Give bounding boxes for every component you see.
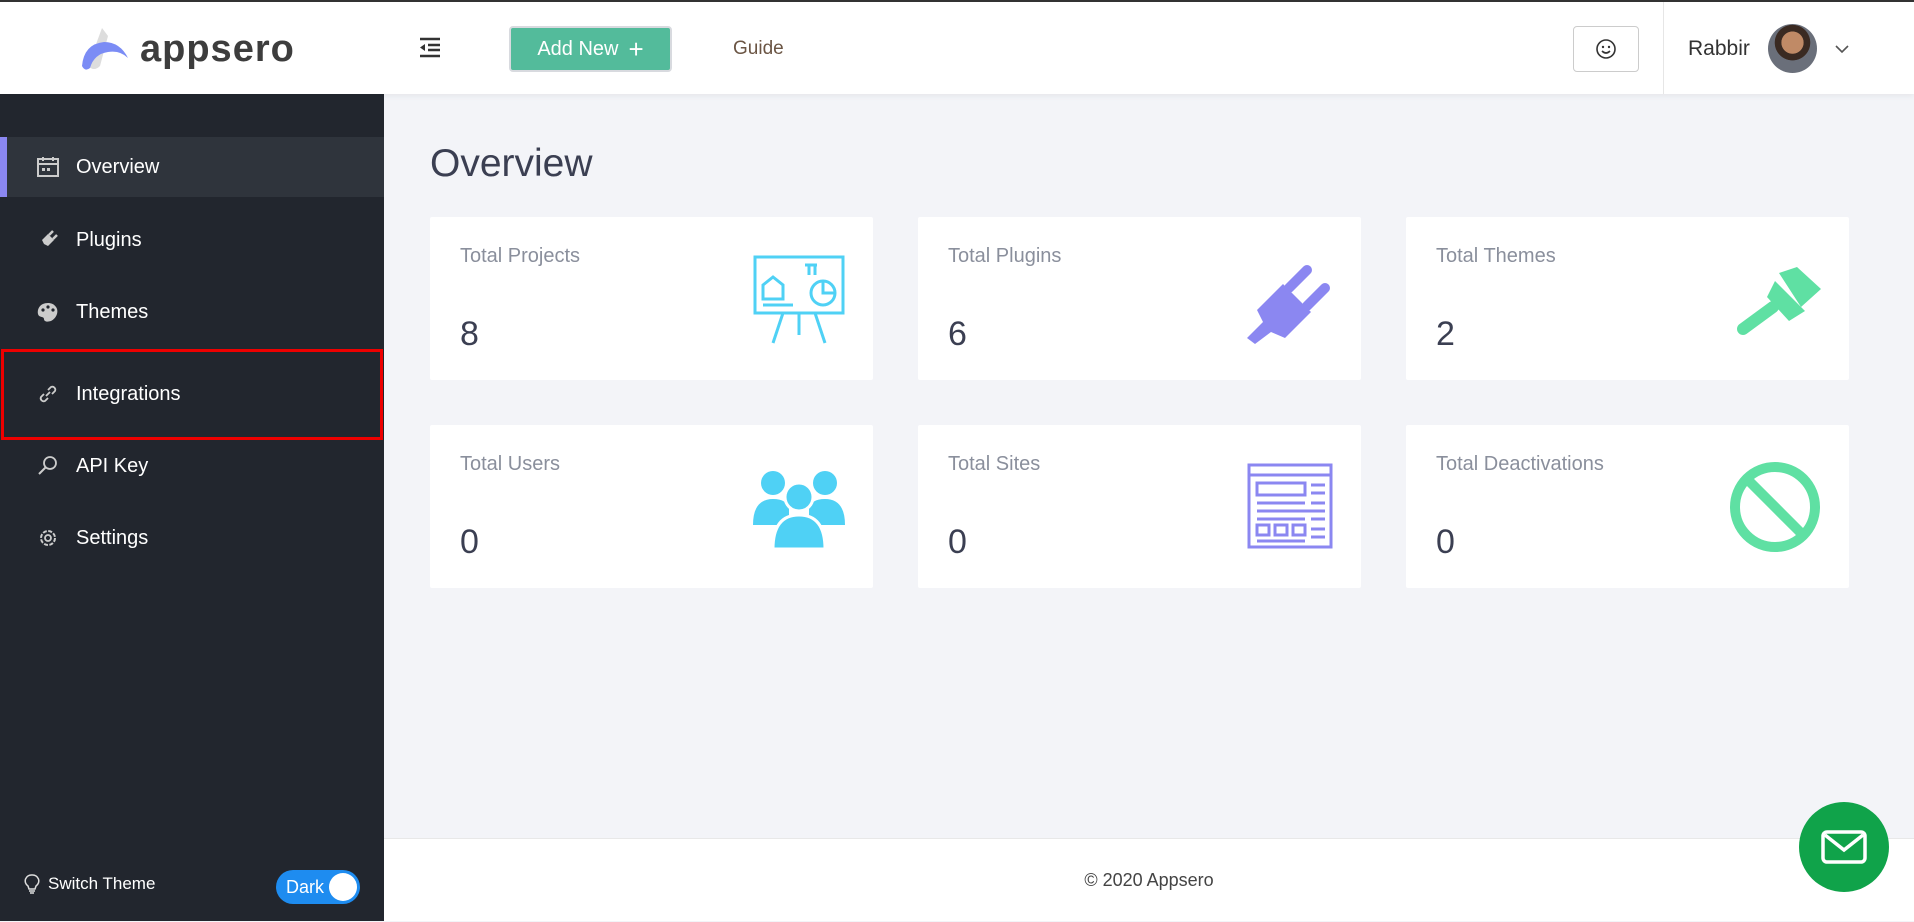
sidebar-item-label: Integrations — [76, 382, 181, 405]
plug-icon — [1247, 265, 1330, 344]
user-menu[interactable]: Rabbir — [1688, 24, 1849, 73]
sidebar-item-settings[interactable]: Settings — [0, 508, 384, 568]
card-value: 8 — [460, 315, 479, 353]
collapse-menu-icon[interactable] — [418, 36, 442, 63]
card-total-projects: Total Projects 8 — [430, 217, 873, 380]
footer: © 2020 Appsero — [384, 838, 1914, 921]
smiley-icon — [1596, 39, 1616, 59]
sidebar-item-label: API Key — [76, 454, 149, 477]
card-label: Total Projects — [460, 245, 581, 267]
switch-theme-label: Switch Theme — [48, 874, 156, 893]
gear-icon — [40, 530, 56, 546]
toggle-knob — [329, 873, 357, 901]
card-label: Total Users — [460, 453, 561, 475]
card-value: 0 — [1436, 523, 1455, 561]
add-new-label: Add New — [537, 37, 619, 60]
card-label: Total Themes — [1436, 245, 1556, 267]
guide-link[interactable]: Guide — [733, 38, 784, 59]
website-layout-icon — [1247, 463, 1333, 549]
sidebar: Overview Plugins Themes Integrations API… — [0, 94, 384, 921]
key-icon — [38, 456, 57, 475]
card-total-users: Total Users 0 — [430, 425, 873, 588]
ban-icon — [1730, 462, 1820, 552]
sidebar-item-label: Plugins — [76, 228, 142, 251]
switch-theme: Switch Theme — [24, 874, 155, 894]
card-total-plugins: Total Plugins 6 — [918, 217, 1361, 380]
chevron-down-icon — [1835, 44, 1849, 53]
card-total-sites: Total Sites 0 — [918, 425, 1361, 588]
toggle-label: Dark — [286, 876, 325, 897]
sidebar-item-label: Themes — [76, 300, 149, 323]
contact-mail-button[interactable] — [1799, 802, 1889, 892]
card-label: Total Plugins — [948, 245, 1062, 267]
avatar — [1767, 24, 1817, 73]
card-value: 0 — [948, 523, 967, 561]
sidebar-item-themes[interactable]: Themes — [0, 282, 384, 342]
sidebar-item-api-key[interactable]: API Key — [0, 436, 384, 496]
page-title: Overview — [430, 142, 593, 185]
top-header: appsero Add New + Guide Rabbir — [0, 2, 1914, 94]
sidebar-item-integrations[interactable]: Integrations — [0, 364, 384, 424]
calendar-icon — [37, 157, 59, 177]
plug-icon — [39, 230, 58, 249]
card-value: 0 — [460, 523, 479, 561]
card-value: 2 — [1436, 315, 1455, 353]
lightbulb-icon — [24, 874, 40, 894]
user-name: Rabbir — [1688, 36, 1750, 60]
logo-text: appsero — [140, 27, 295, 70]
card-total-themes: Total Themes 2 — [1406, 217, 1849, 380]
sidebar-item-label: Overview — [76, 155, 160, 178]
logo-icon — [82, 28, 128, 70]
copyright-text: © 2020 Appsero — [1084, 870, 1214, 890]
card-value: 6 — [948, 315, 967, 353]
card-label: Total Sites — [948, 453, 1041, 475]
header-divider — [1663, 2, 1664, 94]
appsero-logo[interactable]: appsero — [80, 26, 295, 72]
card-total-deactivations: Total Deactivations 0 — [1406, 425, 1849, 588]
sidebar-item-label: Settings — [76, 526, 149, 549]
palette-icon — [37, 303, 58, 322]
sidebar-item-plugins[interactable]: Plugins — [0, 210, 384, 270]
feedback-button[interactable] — [1573, 26, 1639, 72]
paint-brush-icon — [1737, 267, 1821, 335]
card-label: Total Deactivations — [1436, 453, 1604, 475]
presentation-board-icon — [753, 255, 845, 344]
theme-toggle[interactable]: Dark — [276, 870, 360, 904]
sidebar-item-overview[interactable]: Overview — [0, 137, 384, 197]
add-new-button[interactable]: Add New + — [509, 26, 672, 72]
link-icon — [39, 385, 57, 403]
users-icon — [753, 471, 845, 549]
plus-icon: + — [628, 33, 644, 64]
mail-icon — [1821, 830, 1867, 864]
